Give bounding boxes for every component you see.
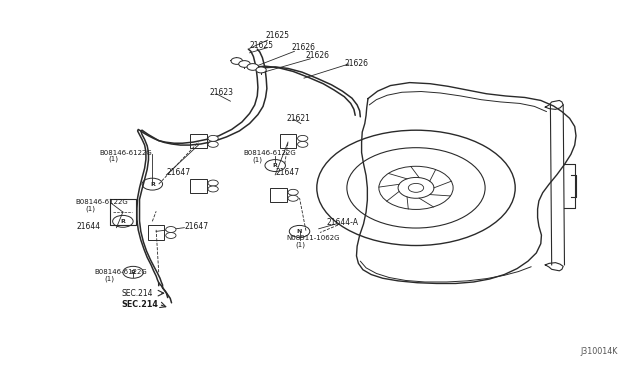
Text: J310014K: J310014K: [580, 347, 618, 356]
Circle shape: [247, 64, 259, 70]
Circle shape: [208, 135, 218, 141]
Circle shape: [208, 180, 218, 186]
Circle shape: [288, 189, 298, 195]
Circle shape: [298, 141, 308, 147]
Text: SEC.214: SEC.214: [122, 300, 159, 309]
Bar: [148, 225, 164, 240]
Circle shape: [166, 227, 176, 232]
Text: B08146-6122G: B08146-6122G: [76, 199, 128, 205]
Text: N: N: [297, 229, 302, 234]
Bar: [280, 134, 296, 148]
Text: 21644-A: 21644-A: [326, 218, 358, 227]
Text: 21625: 21625: [266, 31, 289, 40]
Text: R: R: [273, 163, 278, 168]
Circle shape: [288, 195, 298, 201]
Text: 21621: 21621: [287, 114, 310, 123]
Text: B08146-6122G: B08146-6122G: [99, 150, 152, 155]
Text: (1): (1): [253, 157, 263, 163]
Circle shape: [239, 61, 250, 67]
Text: 21647: 21647: [184, 222, 209, 231]
Bar: [190, 134, 207, 148]
Text: R: R: [120, 219, 125, 224]
Text: 21644: 21644: [77, 222, 101, 231]
Circle shape: [208, 141, 218, 147]
Text: 21626: 21626: [291, 43, 315, 52]
Text: (1): (1): [104, 276, 115, 282]
Circle shape: [208, 186, 218, 192]
Text: (1): (1): [85, 205, 95, 212]
Text: 21626: 21626: [306, 51, 330, 60]
Text: N08911-1062G: N08911-1062G: [287, 235, 340, 241]
Text: B08146-6122G: B08146-6122G: [243, 150, 296, 156]
Text: 21626: 21626: [344, 59, 369, 68]
Circle shape: [298, 135, 308, 141]
Circle shape: [256, 67, 266, 73]
Text: B08146-6122G: B08146-6122G: [95, 269, 147, 275]
Text: (1): (1): [109, 156, 119, 163]
Text: 21647: 21647: [166, 169, 191, 177]
Text: 21647: 21647: [275, 169, 300, 177]
Circle shape: [166, 232, 176, 238]
Bar: [190, 179, 207, 193]
Bar: [270, 188, 287, 202]
Circle shape: [231, 58, 243, 64]
Text: 21625: 21625: [250, 41, 274, 50]
Text: 21623: 21623: [210, 88, 234, 97]
Text: SEC.214: SEC.214: [122, 289, 153, 298]
Text: (1): (1): [296, 241, 306, 248]
Text: R: R: [150, 182, 155, 187]
Text: R: R: [131, 270, 136, 275]
